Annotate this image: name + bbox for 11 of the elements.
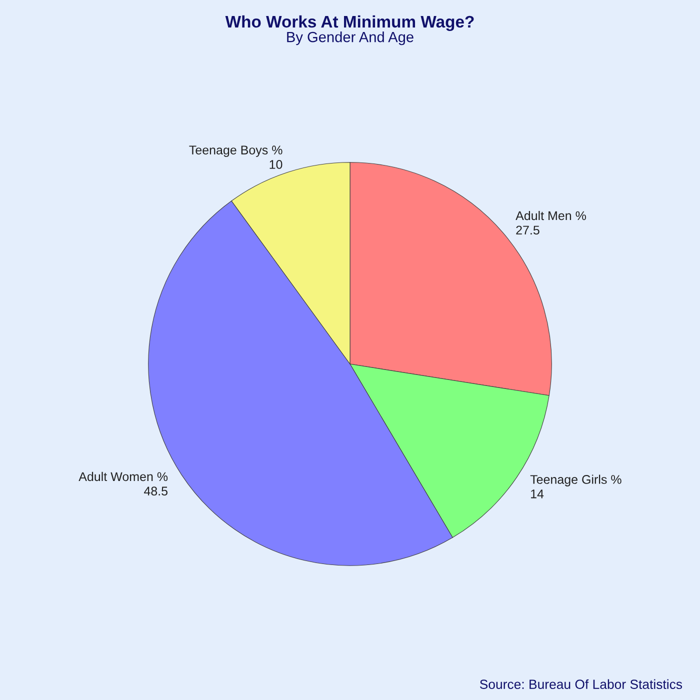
slice-label: Teenage Girls %: [530, 474, 622, 486]
data-label: 14: [531, 490, 544, 498]
chart-subtitle: By Gender And Age: [287, 32, 414, 46]
slice-label: Adult Women %: [78, 472, 168, 482]
data-label: 48.5: [144, 486, 168, 496]
source-note: Source: Bureau Of Labor Statistics: [480, 679, 682, 689]
data-label: 27.5: [516, 226, 540, 235]
slice-label: Teenage Boys %: [189, 146, 282, 157]
slice-label: Adult Men %: [516, 210, 586, 220]
chart-title: Who Works At Minimum Wage?: [225, 15, 474, 32]
data-label: 10: [270, 160, 282, 169]
